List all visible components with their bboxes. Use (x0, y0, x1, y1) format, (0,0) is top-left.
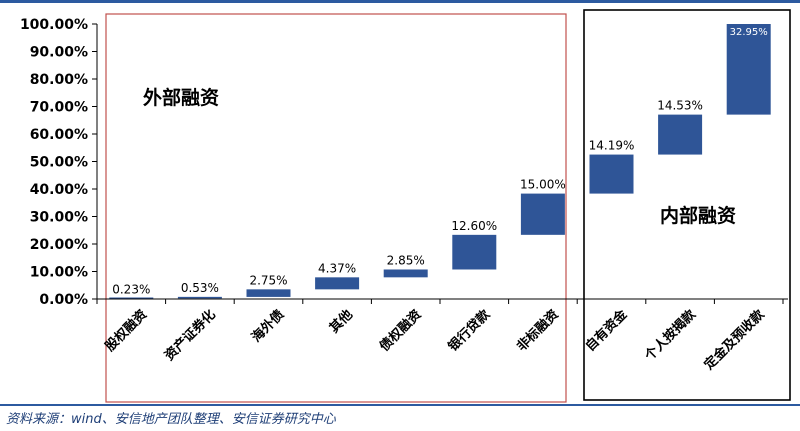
bar-5 (452, 234, 497, 270)
y-tick-label: 100.00% (20, 17, 88, 33)
bar-0 (109, 297, 154, 299)
group-box-0 (105, 13, 567, 403)
bar-6 (520, 193, 565, 235)
y-tick-label: 0.00% (39, 292, 88, 308)
x-tick-label-3: 其他 (326, 307, 356, 337)
y-tick-label: 20.00% (30, 237, 88, 253)
x-tick-label-1: 资产证券化 (161, 307, 218, 364)
bar-1 (177, 296, 222, 299)
data-label-0: 0.23% (112, 282, 150, 296)
x-tick-label-2: 海外债 (248, 307, 287, 346)
y-tick-label: 90.00% (30, 45, 88, 61)
group-label-0: 外部融资 (143, 86, 219, 109)
data-label-7: 14.19% (589, 139, 635, 153)
data-label-5: 12.60% (451, 219, 497, 233)
bar-3 (315, 277, 360, 290)
x-tick-label-8: 个人按揭款 (641, 306, 700, 365)
x-axis: 股权融资 资产证券化 海外债 其他 债权融资 银行贷款 非标融资 自有资金 个人按揭款 定金及预收… (96, 298, 788, 374)
data-label-2: 2.75% (249, 273, 287, 287)
bottom-rule (0, 404, 800, 406)
y-tick-label: 10.00% (30, 265, 88, 281)
y-axis: 0.00% 10.00% 20.00% 30.00% 40.00% 50.00% 60.00… (20, 17, 98, 308)
bar-8 (658, 114, 703, 155)
data-label-1: 0.53% (181, 281, 219, 295)
group-box-1 (583, 9, 791, 401)
top-rule (0, 0, 800, 3)
data-label-8: 14.53% (657, 99, 703, 113)
x-tick-label-4: 债权融资 (376, 307, 424, 355)
data-label-4: 2.85% (387, 253, 425, 267)
bar-7 (589, 154, 634, 194)
bar-2 (246, 289, 291, 297)
y-tick-label: 30.00% (30, 210, 88, 226)
y-tick-label: 40.00% (30, 182, 88, 198)
y-tick-label: 80.00% (30, 72, 88, 88)
data-label-9: 32.95% (730, 27, 768, 38)
y-tick-label: 50.00% (30, 155, 88, 171)
bar-4 (383, 269, 428, 278)
group-label-1: 内部融资 (660, 204, 736, 227)
x-tick-label-7: 自有资金 (582, 306, 631, 355)
x-tick-label-9: 定金及预收款 (700, 306, 768, 374)
bar-9 (726, 24, 771, 115)
bars: 0.23% 0.53% 2.75% 4.37% 2.85% 12.60% 15.00% 14.… (109, 24, 771, 299)
y-tick-label: 70.00% (30, 100, 88, 116)
data-label-3: 4.37% (318, 261, 356, 275)
y-tick-label: 60.00% (30, 127, 88, 143)
source-note: 资料来源：wind、安信地产团队整理、安信证券研究中心 (6, 412, 336, 427)
x-tick-label-5: 银行贷款 (445, 306, 494, 355)
x-tick-label-0: 股权融资 (102, 307, 150, 355)
x-tick-label-6: 非标融资 (514, 307, 562, 355)
data-label-6: 15.00% (520, 178, 566, 192)
